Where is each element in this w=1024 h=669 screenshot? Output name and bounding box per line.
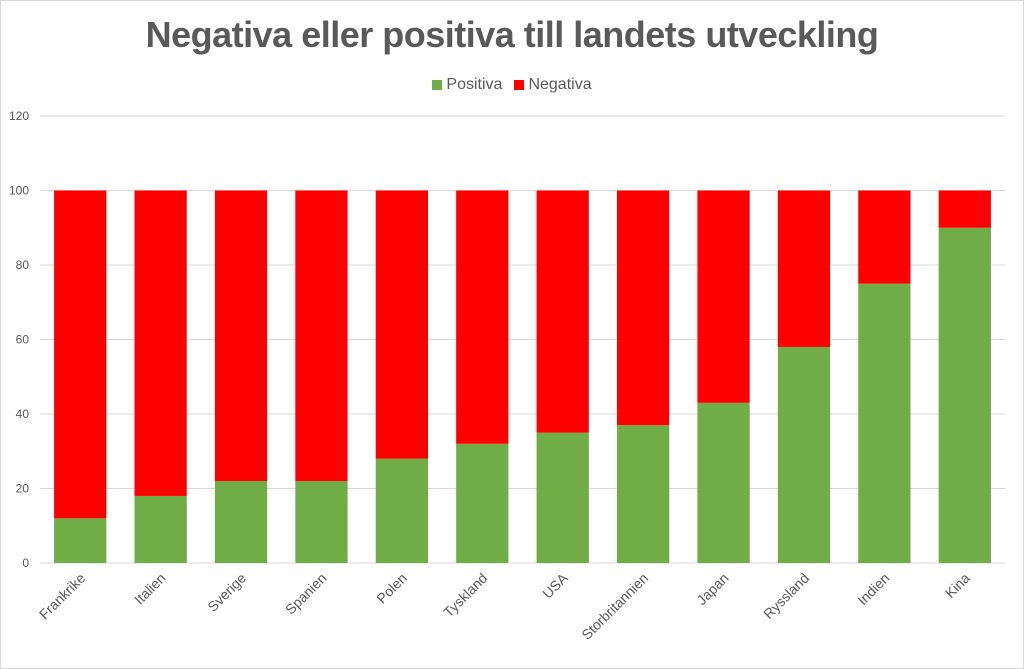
bar-positiva (456, 443, 509, 563)
x-category-label: Frankrike (36, 570, 89, 623)
x-category-label: Ryssland (760, 570, 812, 622)
x-category-label: Japan (693, 570, 731, 608)
bar-positiva (295, 481, 348, 563)
x-category-label: Sverige (204, 570, 249, 615)
bar-positiva (214, 481, 268, 563)
bar-negativa (777, 190, 831, 347)
bar-positiva (938, 227, 991, 563)
bar-positiva (134, 495, 187, 563)
legend-label-negativa: Negativa (528, 76, 592, 93)
legend-item-negativa: Negativa (514, 76, 592, 94)
x-category-label: Indien (854, 570, 892, 608)
y-tick-label: 120 (9, 109, 29, 123)
legend-swatch-negativa (514, 80, 525, 90)
bar-positiva (375, 458, 429, 563)
y-tick-label: 60 (16, 333, 30, 347)
legend-item-positiva: Positiva (432, 76, 502, 94)
legend-label-positiva: Positiva (446, 76, 503, 93)
bar-negativa (858, 190, 911, 284)
y-tick-label: 20 (16, 482, 30, 496)
legend: Positiva Negativa (0, 76, 1024, 94)
x-category-label: Storbritannien (578, 570, 651, 643)
x-category-label: Spanien (282, 570, 330, 618)
bar-negativa (214, 190, 268, 482)
y-tick-label: 40 (16, 407, 30, 421)
bar-positiva (697, 402, 750, 563)
bar-positiva (536, 432, 589, 563)
x-category-label: USA (539, 569, 571, 601)
bar-negativa (938, 190, 991, 228)
bar-positiva (858, 283, 911, 563)
bar-negativa (456, 190, 509, 444)
bar-positiva (616, 425, 670, 563)
x-category-label: Tyskland (440, 570, 490, 620)
y-tick-label: 100 (9, 184, 29, 198)
bar-negativa (697, 190, 750, 403)
x-category-label: Polen (373, 570, 410, 607)
bar-negativa (54, 190, 107, 519)
bar-positiva (54, 518, 107, 563)
y-tick-label: 80 (16, 258, 30, 272)
x-category-label: Italien (131, 570, 169, 608)
bar-negativa (375, 190, 429, 459)
bar-negativa (616, 190, 670, 426)
bar-positiva (777, 346, 831, 563)
x-category-label: Kina (942, 570, 973, 601)
legend-swatch-positiva (432, 80, 443, 90)
bar-negativa (134, 190, 187, 496)
y-tick-label: 0 (22, 556, 29, 570)
bar-negativa (295, 190, 348, 482)
bar-negativa (536, 190, 589, 433)
chart-title: Negativa eller positiva till landets utv… (145, 14, 879, 55)
